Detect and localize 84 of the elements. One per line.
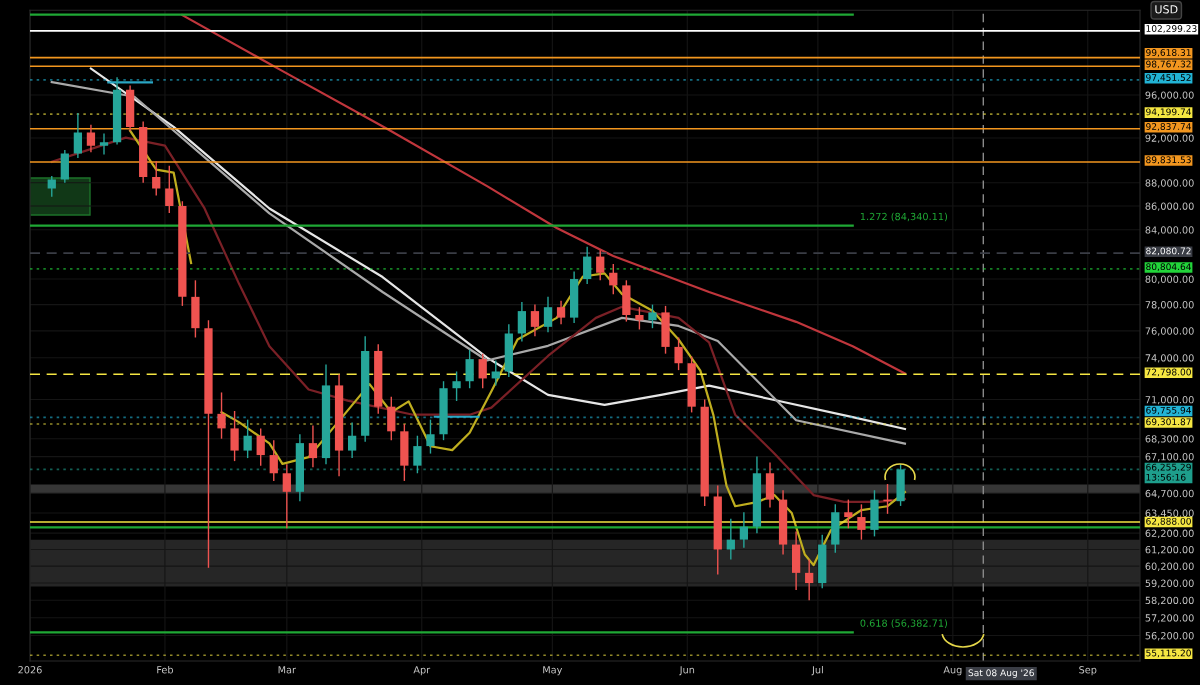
candlestick <box>739 511 749 549</box>
y-tick-label: 64,700.00 <box>1145 489 1194 499</box>
candlestick <box>726 517 735 561</box>
y-tick-label: 74,000.00 <box>1145 354 1194 363</box>
ref-line-label: 69,301.87 <box>1146 418 1191 427</box>
ref-line-label: 89,831.53 <box>1146 156 1191 165</box>
ref-line-label: 94,199.74 <box>1146 108 1191 117</box>
candlestick <box>805 558 814 601</box>
y-tick-label: 78,000.00 <box>1145 301 1194 310</box>
x-tick-label: Aug <box>943 666 962 676</box>
candlestick <box>165 165 174 214</box>
candlestick <box>308 424 318 468</box>
x-tick-label: May <box>543 666 563 676</box>
annotation: 0.618 (56,382.71) <box>860 619 947 628</box>
candlestick <box>152 160 161 197</box>
y-tick-label: 68,300.00 <box>1145 435 1194 444</box>
y-tick-label: 63,450.00 <box>1145 509 1194 518</box>
candlestick <box>99 132 109 156</box>
candlestick <box>86 124 96 153</box>
y-tick-label: 58,200.00 <box>1145 596 1194 606</box>
candlestick <box>465 348 474 389</box>
ref-line-label: 82,080.72 <box>1146 247 1191 256</box>
candlestick <box>269 439 278 482</box>
candlestick <box>596 249 605 282</box>
candlestick <box>530 303 540 337</box>
candlestick <box>452 370 461 402</box>
ref-line-label: 98,767.32 <box>1146 60 1191 69</box>
candlestick <box>609 263 618 295</box>
x-tick-label: Mar <box>278 666 296 674</box>
ref-line-label: Sat 08 Aug '26 <box>968 669 1034 678</box>
x-tick-label: Sep <box>1079 666 1097 676</box>
ref-line-label: 92,837.74 <box>1146 123 1191 131</box>
y-tick-label: 59,200.00 <box>1145 579 1194 588</box>
ref-line-label: 69,755.94 <box>1146 406 1191 415</box>
candlestick <box>217 391 226 440</box>
ref-line-label: 72,798.00 <box>1146 368 1191 377</box>
candlestick <box>73 112 83 159</box>
candlestick <box>256 427 265 467</box>
x-tick-label: Apr <box>413 666 431 676</box>
candlestick <box>491 359 500 387</box>
candlestick <box>230 410 239 462</box>
y-tick-label: 56,200.00 <box>1145 632 1194 641</box>
ref-line-label: 102,299.23 <box>1146 25 1197 33</box>
candlestick <box>674 336 683 371</box>
ref-line-label: 97,451.52 <box>1146 74 1191 82</box>
ref-line-label: 55,115.20 <box>1146 649 1191 658</box>
y-tick-label: 62,200.00 <box>1145 529 1194 538</box>
ref-line-label: 62,888.00 <box>1146 517 1191 526</box>
y-tick-label: 61,200.00 <box>1145 545 1194 555</box>
y-tick-label: 80,000.00 <box>1145 275 1194 284</box>
y-tick-label: 71,000.00 <box>1145 396 1194 405</box>
y-tick-label: 57,200.00 <box>1145 614 1194 623</box>
y-tick-label: 86,000.00 <box>1145 202 1194 211</box>
x-tick-label: Feb <box>157 665 174 674</box>
candlestick <box>478 352 487 389</box>
x-tick-label: Jul <box>811 665 823 676</box>
candlestick <box>282 463 291 529</box>
ref-line-label: 99,618.31 <box>1146 49 1191 57</box>
x-tick-label: Jun <box>679 666 695 676</box>
candlestick <box>47 175 56 198</box>
y-tick-label: 96,000.00 <box>1145 91 1194 100</box>
candlestick <box>556 300 566 325</box>
text: USD <box>1155 5 1178 14</box>
candlestick <box>517 301 527 343</box>
y-tick-label: 67,100.00 <box>1145 453 1194 462</box>
y-tick-label: 92,000.00 <box>1145 134 1194 143</box>
candlestick <box>583 246 592 285</box>
candlestick <box>635 306 644 331</box>
candlestick <box>347 421 357 459</box>
x-tick-label: 2026 <box>18 666 42 674</box>
y-tick-label: 88,000.00 <box>1145 179 1194 188</box>
candlestick <box>543 296 553 333</box>
candlestick <box>426 418 435 455</box>
y-tick-label: 84,000.00 <box>1145 226 1194 235</box>
candlestick <box>413 435 422 474</box>
ref-line-label: 66,255.29 13:56:16 <box>1146 463 1191 481</box>
candlestick <box>857 503 866 541</box>
candlestick <box>648 303 657 329</box>
candlestick <box>844 498 853 529</box>
annotation: 1.272 (84,340.11) <box>860 212 947 222</box>
y-tick-label: 60,200.00 <box>1145 562 1194 571</box>
y-tick-label: 76,000.00 <box>1145 327 1194 336</box>
candlestick <box>243 418 252 459</box>
ref-line-label: 80,804.64 <box>1146 263 1191 272</box>
